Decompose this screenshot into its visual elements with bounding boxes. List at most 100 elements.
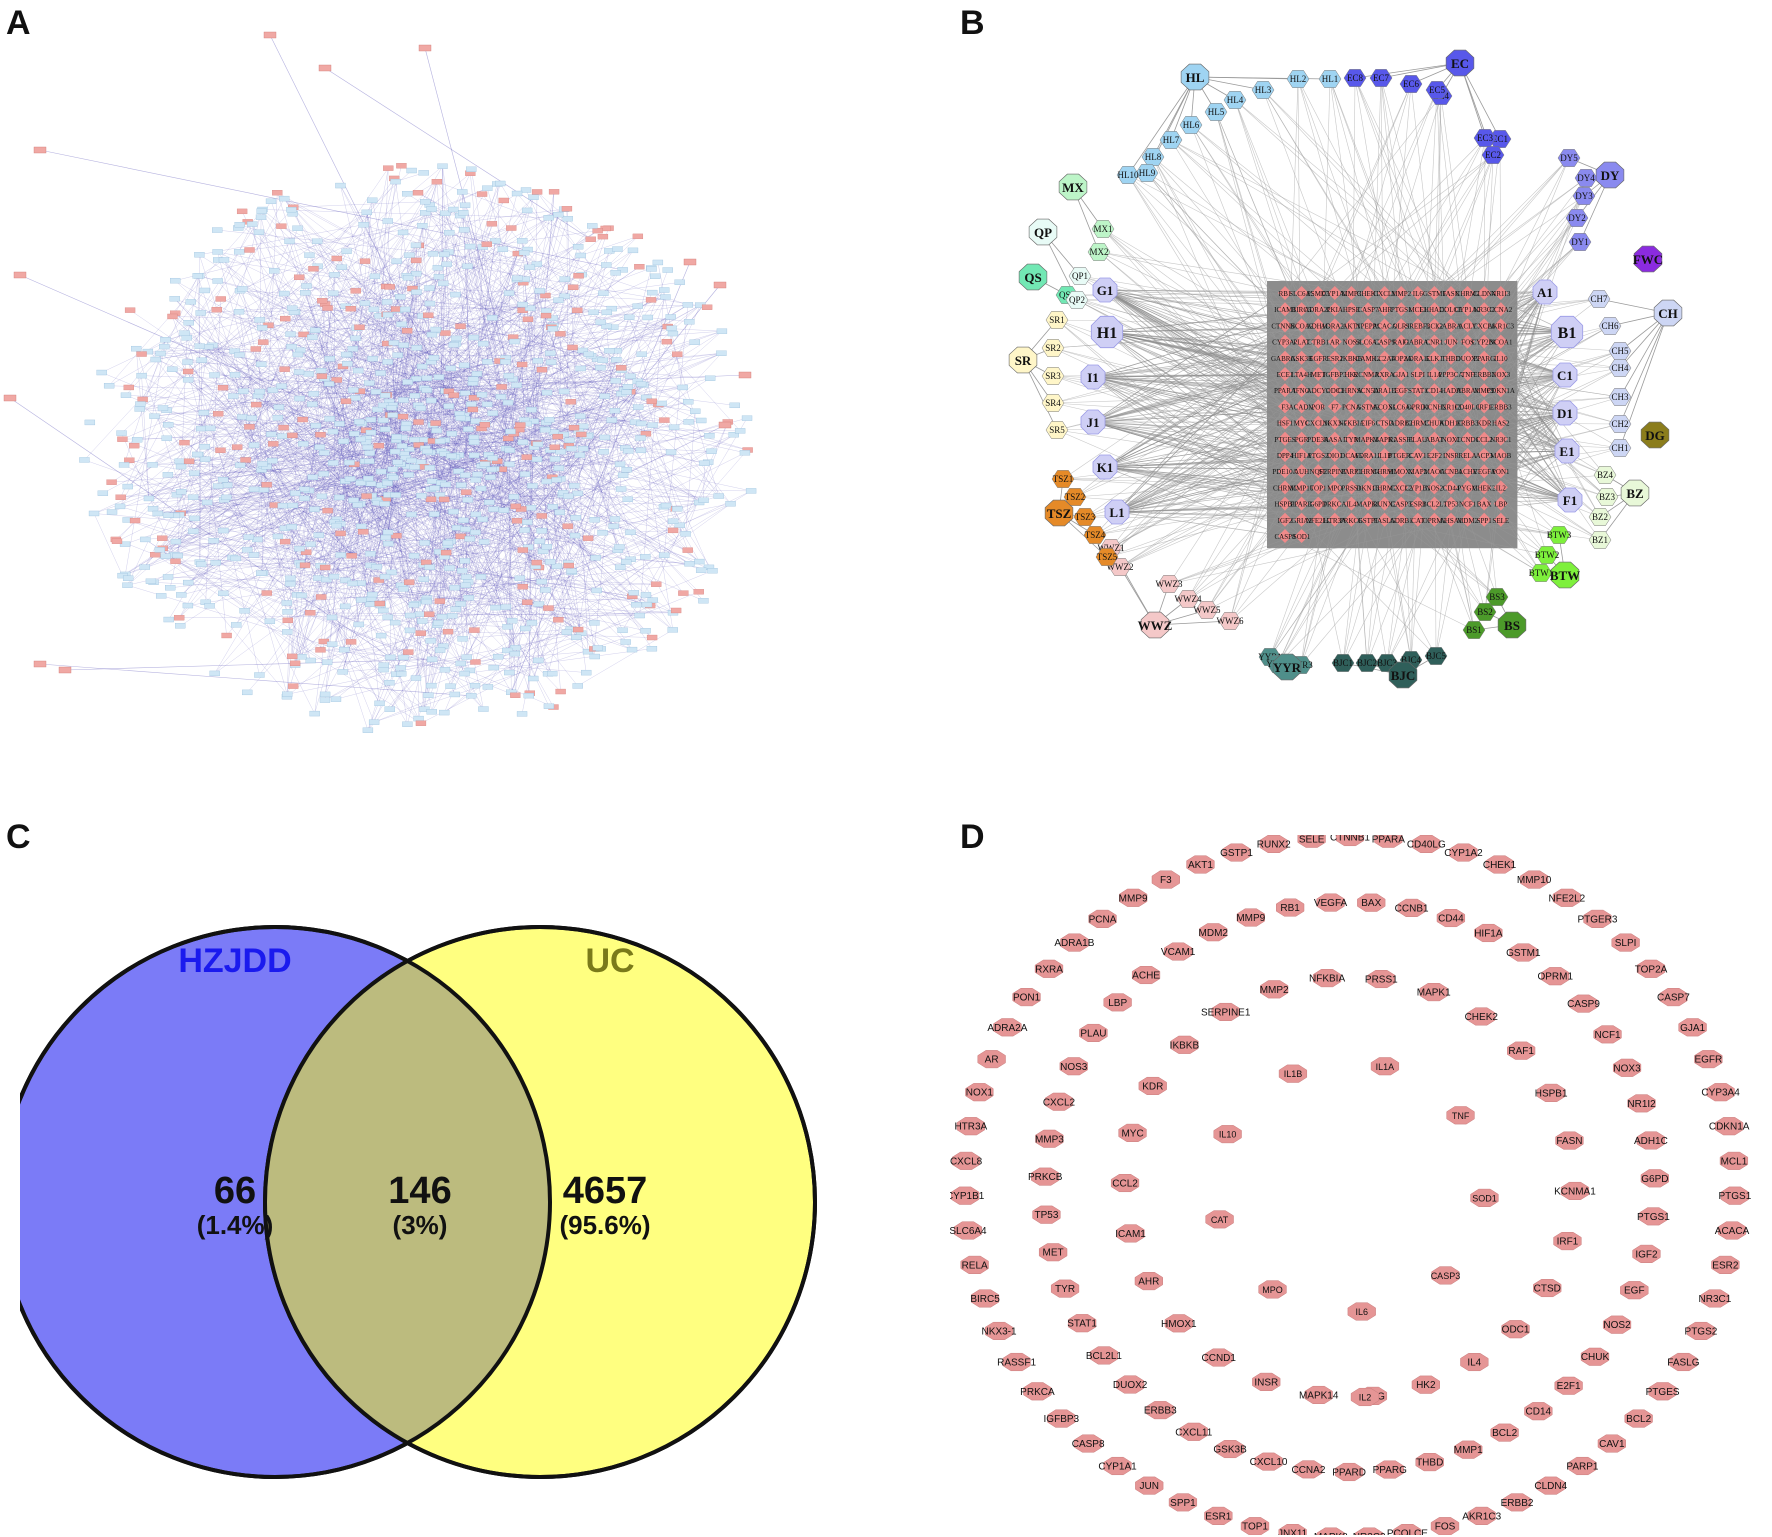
- target-node: CHUK: [1424, 415, 1444, 430]
- target-label: ELK1: [1426, 355, 1444, 363]
- target-node: ODC1: [1326, 383, 1344, 398]
- target-label: GJA1: [1680, 1023, 1705, 1034]
- target-node: CNR1: [1425, 334, 1444, 349]
- target-label: PTGS1: [1718, 1191, 1751, 1202]
- target-node: GABRA1: [1404, 334, 1432, 349]
- herb-node: BS: [1497, 611, 1527, 639]
- target-node: PRKCB: [1340, 512, 1363, 527]
- herb-label: EC: [1451, 56, 1469, 71]
- target-label: NR3C1: [1490, 436, 1512, 444]
- target-node: NOX3: [1491, 367, 1511, 381]
- target-label: RASSF1: [1389, 436, 1414, 444]
- target-node: MAPK14: [1299, 1385, 1339, 1404]
- target-node: DKN1B: [1356, 480, 1380, 495]
- target-label: OPRM1: [1423, 517, 1447, 525]
- target-label: GRIA2: [1291, 517, 1312, 525]
- target-label: SPP1: [1477, 517, 1493, 525]
- ingredient-node: TSZ3: [1073, 508, 1097, 526]
- center-node: IL2: [1350, 1387, 1380, 1407]
- ingredient-label: BJC4: [1401, 655, 1422, 665]
- target-node: MAP2: [1408, 464, 1428, 479]
- target-label: MAPK14: [1354, 436, 1382, 444]
- ingredient-label: HL6: [1183, 120, 1200, 130]
- target-label: SELE: [1492, 517, 1509, 525]
- shared-ingredient-label: A1: [1537, 285, 1553, 300]
- target-label: MET: [1043, 1248, 1064, 1259]
- target-node: ADRB1: [1390, 512, 1413, 527]
- target-node: RASSF1: [1389, 431, 1414, 446]
- target-label: BCL2L1: [1422, 501, 1447, 509]
- target-label: MMP3: [1035, 1134, 1064, 1145]
- target-node: AHR: [1134, 1272, 1163, 1291]
- target-label: CYP2B6: [1472, 339, 1498, 347]
- target-node: PTGS1: [1637, 1207, 1670, 1226]
- target-node: CHEK2: [1465, 1007, 1498, 1026]
- target-label: MAOA: [1424, 468, 1445, 476]
- target-label: ACACA: [1715, 1226, 1750, 1237]
- target-label: RAF1: [1508, 1046, 1534, 1057]
- ingredient-label: YYR1: [1258, 652, 1282, 662]
- target-label: CCND1: [1202, 1353, 1237, 1364]
- target-node: CXCL11: [1175, 1422, 1213, 1441]
- target-label: TYR: [1055, 1284, 1075, 1295]
- target-label: CXCL2: [1390, 484, 1413, 492]
- target-node: CASP8: [1274, 529, 1296, 543]
- target-label: KCNH2: [1423, 403, 1447, 411]
- herb-node: MX: [1058, 173, 1088, 201]
- target-node: DRA1B: [1373, 383, 1396, 398]
- target-label: TP53: [1034, 1210, 1058, 1221]
- target-label: CASP8: [1274, 533, 1296, 541]
- ingredient-node: HL9: [1135, 164, 1159, 182]
- ingredient-label: CH2: [1611, 419, 1628, 429]
- target-node: LTA4H: [1291, 367, 1312, 381]
- target-node: PTGES: [1274, 431, 1296, 446]
- target-label: CCNB1: [1440, 468, 1463, 476]
- shared-ingredient-label: F1: [1563, 493, 1577, 508]
- target-label: IGFBP3: [1044, 1414, 1080, 1425]
- target-node: AHR: [1377, 302, 1392, 317]
- target-node: JUN: [1135, 1476, 1164, 1495]
- target-node: ODC1: [1501, 1320, 1530, 1339]
- target-label: ADH1C: [1634, 1136, 1668, 1147]
- herb-node: BZ: [1620, 479, 1650, 507]
- target-label: NPEPPS: [1356, 322, 1381, 330]
- target-node: IRF1: [1553, 1232, 1582, 1251]
- target-label: KDR: [1477, 420, 1492, 428]
- target-label: COLCE: [1440, 306, 1463, 314]
- target-node: IL6: [1347, 1302, 1376, 1321]
- target-label: ERBB2: [1501, 1498, 1534, 1509]
- ingredient-node: BTW2: [1535, 546, 1559, 564]
- target-label: HTR3A: [1324, 517, 1347, 525]
- target-node: EGF: [1620, 1281, 1649, 1300]
- target-label: CHRM3: [1273, 484, 1298, 492]
- target-node: CHEK2: [1473, 480, 1496, 495]
- target-label: ABRA1: [1456, 387, 1479, 395]
- ingredient-label: BJC2: [1357, 658, 1377, 668]
- target-node: ACADM: [1289, 399, 1315, 414]
- target-node: COLCE: [1440, 302, 1463, 317]
- ingredient-label: BJC5: [1426, 651, 1447, 661]
- herb-node: BJC: [1388, 661, 1418, 689]
- target-label: DPP4: [1277, 452, 1294, 460]
- target-label: NCOA1: [1489, 339, 1513, 347]
- shared-ingredient-label: C1: [1557, 368, 1573, 383]
- target-label: IL10: [1219, 1130, 1237, 1140]
- target-node: FASN: [1555, 1131, 1584, 1150]
- target-label: CDKN1A: [1487, 387, 1515, 395]
- ingredient-label: SR4: [1045, 398, 1061, 408]
- target-label: MCL1: [1721, 1156, 1748, 1167]
- ingredient-label: CH3: [1611, 392, 1629, 402]
- target-label: PPARA: [1372, 835, 1405, 845]
- target-label: POR: [1311, 403, 1325, 411]
- ingredient-label: HL10: [1118, 170, 1139, 180]
- ingredient-label: YYR3: [1289, 660, 1313, 670]
- venn-label-hzjdd: HZJDD: [178, 942, 291, 980]
- target-label: CD14: [1526, 1407, 1552, 1418]
- herb-label: BJC: [1391, 668, 1416, 683]
- target-label: MYC: [1294, 420, 1310, 428]
- target-node: PPARG: [1473, 350, 1495, 365]
- target-node: DUOX2: [1113, 1375, 1148, 1394]
- target-label: STAT1: [1067, 1319, 1097, 1330]
